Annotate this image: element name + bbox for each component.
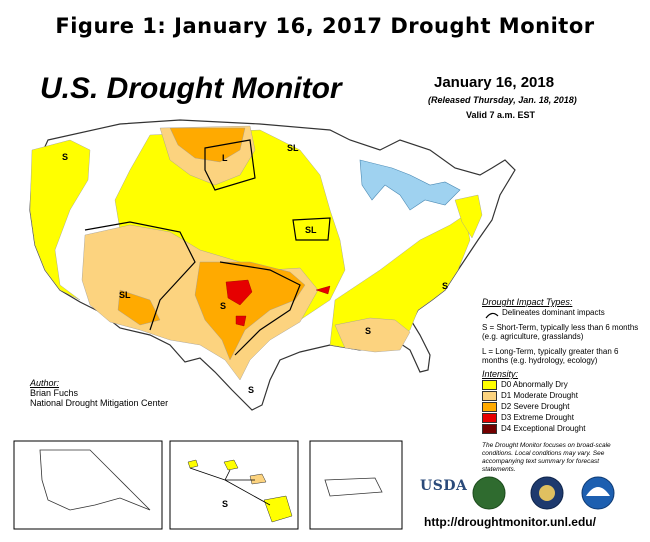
d0-west [29, 139, 91, 301]
noaa-logo-bird [586, 487, 610, 496]
impact-label-sl: SL [305, 225, 317, 235]
author-heading: Author: [30, 378, 60, 388]
map-title: U.S. Drought Monitor [40, 72, 342, 105]
map-date: January 16, 2018 [434, 74, 555, 91]
intensity-row: D2 Severe Drought [482, 401, 642, 412]
d2-plains [194, 261, 306, 361]
impact-label-s: S [62, 152, 69, 162]
intensity-swatch [482, 390, 497, 401]
d0-northeast [454, 194, 483, 239]
alaska-shape [39, 449, 151, 511]
intensity-swatch [482, 379, 497, 390]
figure-title: Figure 1: January 16, 2017 Drought Monit… [55, 14, 595, 38]
impact-label-sl: SL [287, 143, 299, 153]
impact-label-s: S [365, 326, 372, 336]
legend-delineation-line [485, 312, 499, 319]
d3-missouri [315, 285, 331, 295]
hawaii-island-1 [187, 459, 199, 469]
impact-boundary-montana [204, 139, 256, 191]
intensity-swatch [482, 423, 497, 434]
impact-boundary-plains [219, 261, 301, 356]
ndmc-logo [472, 476, 506, 510]
d2-montana [169, 127, 246, 163]
intensity-swatches: D0 Abnormally Dry D1 Moderate Drought D2 S… [482, 379, 642, 434]
impact-types-heading: Drought Impact Types: [482, 297, 573, 307]
intensity-label: D1 Moderate Drought [501, 391, 578, 400]
d3-texas [235, 315, 247, 327]
impact-boundary-iowa [292, 217, 331, 241]
short-term-text: S = Short-Term, typically less than 6 mo… [482, 323, 639, 341]
legend: Drought Impact Types: Delineates dominan… [482, 297, 642, 434]
impact-boundary-west [84, 221, 196, 331]
intensity-swatch [482, 401, 497, 412]
commerce-logo-inner [539, 485, 555, 501]
hawaii-island-2 [223, 459, 239, 471]
usda-logo: USDA [420, 478, 468, 494]
intensity-swatch [482, 412, 497, 423]
hawaii-island-4 [263, 495, 293, 523]
impact-label-l: L [222, 153, 228, 163]
author-block: Author: Brian Fuchs National Drought Mit… [30, 378, 168, 408]
hawaii-impact-lines [189, 467, 271, 506]
impact-label-sl: SL [119, 290, 131, 300]
long-term-text: L = Long-Term, typically greater than 6 … [482, 347, 619, 365]
great-lakes [359, 159, 461, 211]
hawaii-island-3 [249, 473, 267, 485]
disclaimer-note: The Drought Monitor focuses on broad-sca… [482, 442, 611, 473]
d3-kansas-ok [225, 279, 253, 306]
intensity-row: D0 Abnormally Dry [482, 379, 642, 390]
intensity-heading: Intensity: [482, 369, 519, 379]
impact-label-s: S [442, 281, 449, 291]
puerto-rico-shape [324, 477, 383, 497]
website-link[interactable]: http://droughtmonitor.unl.edu/ [424, 515, 596, 529]
d1-southeast [334, 317, 411, 353]
intensity-label: D4 Exceptional Drought [501, 424, 586, 433]
author-name: Brian Fuchs [30, 388, 79, 398]
intensity-row: D1 Moderate Drought [482, 390, 642, 401]
impact-label-s: S [248, 385, 255, 395]
valid-time: Valid 7 a.m. EST [466, 110, 536, 120]
d2-arizona [117, 289, 161, 326]
author-org: National Drought Mitigation Center [30, 398, 169, 408]
release-date: (Released Thursday, Jan. 18, 2018) [428, 95, 577, 105]
impact-label-s: S [222, 499, 229, 509]
delineates-text: Delineates dominant impacts [502, 308, 605, 317]
intensity-label: D0 Abnormally Dry [501, 380, 568, 389]
impact-label-s: S [220, 301, 227, 311]
intensity-label: D3 Extreme Drought [501, 413, 574, 422]
intensity-row: D4 Exceptional Drought [482, 423, 642, 434]
intensity-label: D2 Severe Drought [501, 402, 570, 411]
intensity-row: D3 Extreme Drought [482, 412, 642, 423]
